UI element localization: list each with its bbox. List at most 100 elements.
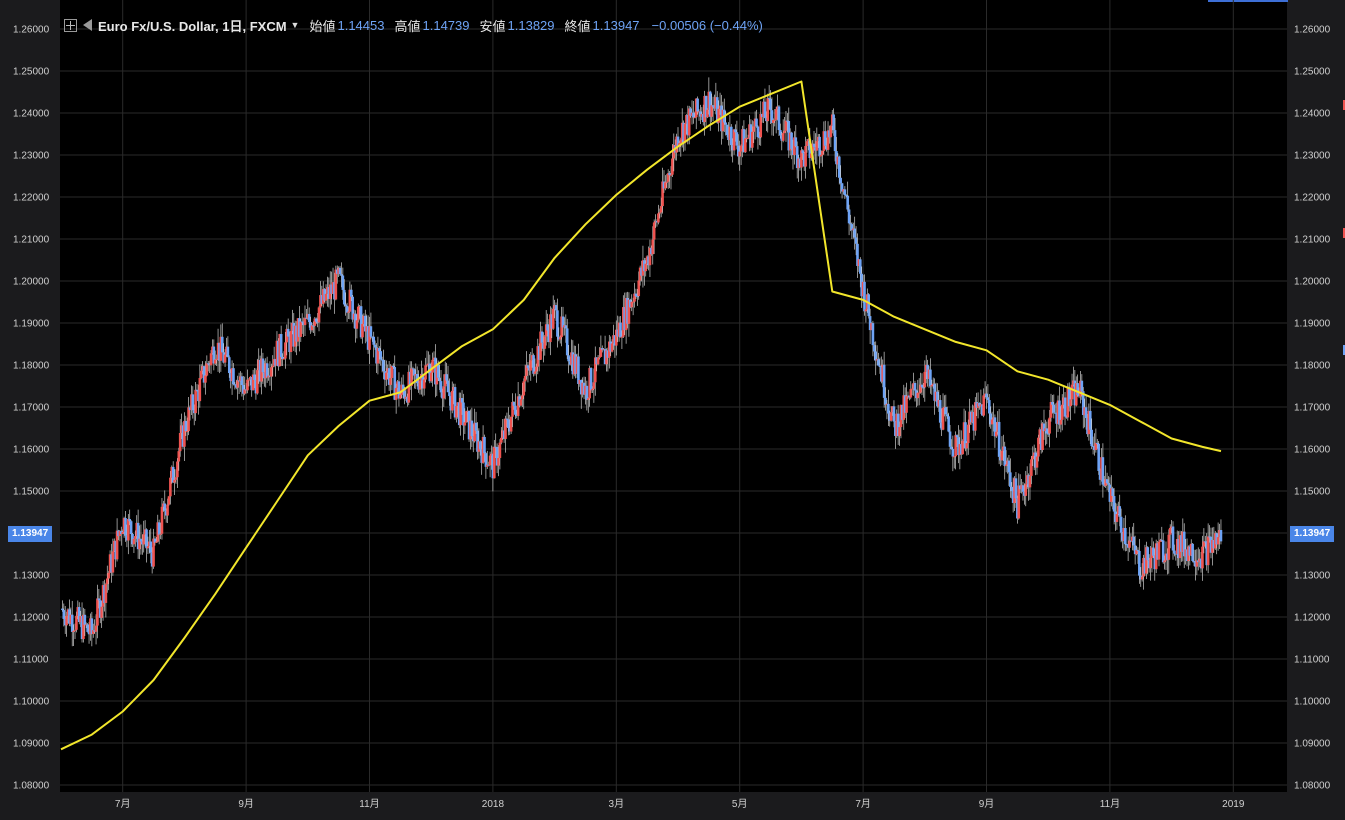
candle-body — [317, 307, 321, 323]
edge-marker-up — [1343, 228, 1345, 238]
candle-body — [282, 358, 286, 360]
candle-body — [392, 365, 395, 368]
candle-body — [913, 382, 917, 391]
candle-body — [798, 158, 802, 168]
candle-body — [700, 114, 704, 117]
candle-body — [550, 314, 554, 329]
candle-body — [658, 212, 662, 214]
candle-body — [223, 354, 227, 363]
candle-body — [378, 348, 381, 352]
candle-body — [256, 370, 259, 394]
candle-body — [1212, 540, 1216, 549]
candle-body — [432, 357, 436, 360]
candle-body — [1046, 433, 1050, 435]
candle-body — [1013, 478, 1016, 503]
y-tick-label-right: 1.10000 — [1294, 697, 1331, 708]
candle-body — [633, 293, 636, 302]
candle-body — [847, 209, 851, 224]
candle-body — [664, 182, 667, 189]
x-tick-label: 2018 — [482, 799, 505, 810]
candle-body — [620, 336, 624, 338]
chevron-down-icon[interactable]: ▼ — [290, 20, 300, 30]
candle-body — [441, 392, 444, 399]
candle-body — [1055, 412, 1058, 424]
candle-body — [1168, 527, 1172, 535]
candle-body — [1056, 400, 1060, 424]
candle-body — [261, 358, 265, 373]
candle-body — [401, 384, 405, 391]
candle-body — [487, 464, 490, 466]
expand-icon[interactable] — [64, 18, 77, 32]
candle-body — [188, 407, 192, 411]
candle-body — [265, 363, 269, 378]
candle-body — [753, 118, 757, 127]
candle-body — [119, 531, 123, 535]
candle-body — [286, 328, 290, 337]
candle-body — [313, 318, 317, 326]
candle-body — [1045, 428, 1049, 434]
price-badge-left: 1.13947 — [8, 526, 53, 542]
candle-body — [795, 146, 799, 169]
candle-body — [108, 554, 112, 573]
candle-body — [494, 446, 498, 448]
candle-body — [983, 393, 987, 396]
candle-body — [846, 195, 849, 210]
candle-body — [150, 552, 154, 567]
candle-body — [1095, 442, 1099, 444]
time-axis[interactable] — [0, 792, 1345, 820]
flag-icon[interactable] — [83, 19, 92, 31]
candle-body — [873, 345, 876, 352]
candle-body — [195, 389, 199, 391]
candle-body — [181, 425, 185, 447]
candle-body — [610, 343, 614, 352]
candle-body — [1188, 546, 1192, 556]
candle-body — [201, 366, 204, 371]
candle-body — [1098, 470, 1102, 480]
right-price-axis[interactable] — [1287, 0, 1345, 792]
candle-body — [1010, 486, 1014, 491]
candle-body — [66, 609, 70, 616]
candle-body — [211, 346, 214, 354]
candle-body — [1126, 544, 1130, 548]
candle-body — [267, 375, 270, 378]
candle-body — [110, 554, 113, 573]
candle-body — [1093, 446, 1096, 451]
candle-body — [623, 307, 627, 331]
candle-body — [480, 449, 483, 463]
symbol-title[interactable]: Euro Fx/U.S. Dollar, 1日, FXCM — [98, 18, 287, 34]
candle-body — [669, 174, 673, 176]
candle-body — [830, 114, 834, 126]
candle-body — [333, 282, 336, 300]
candle-body — [344, 304, 347, 306]
candle-body — [915, 390, 918, 399]
left-price-ticks: 1.08000 1.09000 1.10000 1.11000 1.12000 1.130… — [13, 25, 50, 792]
candle-body — [995, 431, 998, 437]
candle-body — [1102, 484, 1106, 486]
candle-body — [1011, 490, 1015, 503]
candle-body — [372, 336, 376, 345]
left-price-axis[interactable] — [0, 0, 60, 792]
candle-body — [609, 341, 612, 352]
candle-body — [349, 289, 353, 297]
y-tick-label-right: 1.17000 — [1294, 403, 1331, 414]
candle-body — [1150, 547, 1154, 558]
candle-body — [605, 350, 608, 365]
candle-body — [176, 461, 179, 478]
candle-body — [958, 444, 962, 456]
y-tick-label-left: 1.23000 — [13, 151, 50, 162]
candle-body — [999, 456, 1002, 461]
candle-body — [571, 352, 575, 375]
candle-body — [1206, 536, 1210, 566]
candle-body — [1218, 530, 1221, 538]
candle-body — [523, 375, 527, 382]
candle-body — [922, 387, 925, 389]
candle-body — [72, 630, 75, 632]
candle-body — [973, 402, 977, 431]
candle-body — [575, 356, 579, 374]
y-tick-label-left: 1.24000 — [13, 109, 50, 120]
candle-body — [491, 453, 495, 479]
candle-body — [278, 334, 282, 367]
candle-body — [431, 359, 434, 373]
